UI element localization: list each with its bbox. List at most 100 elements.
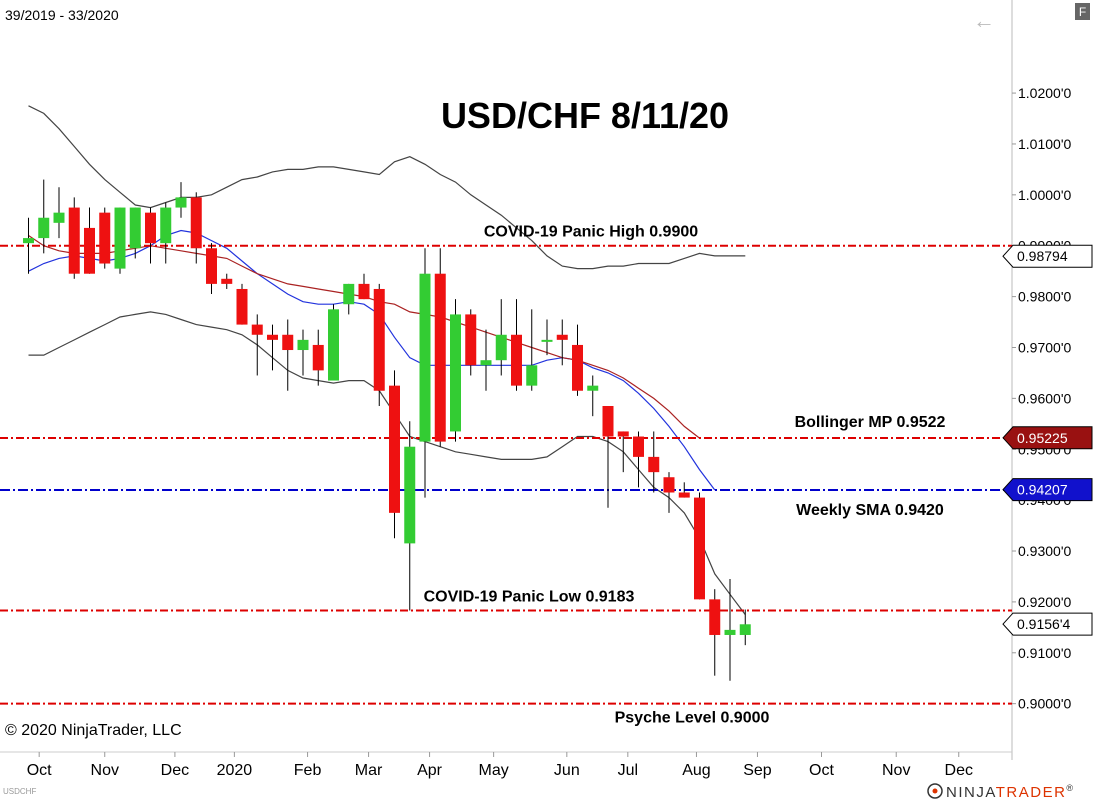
price-tag-box bbox=[1002, 244, 1093, 268]
chart-title: USD/CHF 8/11/20 bbox=[441, 95, 729, 136]
f-button-bg bbox=[1075, 3, 1090, 20]
time-tick-label: Nov bbox=[882, 762, 910, 779]
candle-body bbox=[434, 273, 446, 442]
candle-body bbox=[206, 248, 217, 284]
back-arrow-icon[interactable]: ← bbox=[973, 8, 995, 33]
candlesticks bbox=[23, 179, 751, 681]
candle-body bbox=[221, 278, 233, 284]
price-tick-label: 0.9600'0 bbox=[1018, 390, 1071, 406]
candle-body bbox=[251, 324, 263, 335]
price-tag-label: 0.98794 bbox=[1017, 248, 1068, 264]
brand-suffix: TRADER bbox=[996, 784, 1067, 801]
level-label: COVID-19 Panic Low 0.9183 bbox=[424, 589, 635, 606]
time-tick-label: May bbox=[479, 762, 509, 779]
brand-prefix: NINJA bbox=[946, 784, 996, 801]
candle-body bbox=[739, 624, 751, 635]
time-tick-label: Feb bbox=[294, 762, 322, 779]
candle-body bbox=[663, 477, 675, 493]
candle-body bbox=[267, 334, 278, 340]
price-tag-box bbox=[1002, 612, 1093, 636]
candle-body bbox=[648, 456, 660, 473]
date-range-label: 39/2019 - 33/2020 bbox=[5, 7, 119, 23]
time-tick-label: 2020 bbox=[217, 762, 253, 779]
f-button[interactable]: F bbox=[1075, 3, 1090, 20]
time-tick-label: Nov bbox=[91, 762, 119, 779]
candle-body bbox=[99, 212, 111, 264]
ninjatrader-logo: NINJATRADER® bbox=[927, 783, 1074, 801]
bollinger-band-line bbox=[28, 105, 746, 270]
candle-body bbox=[572, 344, 583, 391]
price-tick-label: 1.0000'0 bbox=[1018, 187, 1071, 203]
candle-body bbox=[23, 238, 34, 244]
candle-body bbox=[541, 339, 553, 342]
bollinger-bands bbox=[28, 105, 746, 615]
price-tick-label: 0.9800'0 bbox=[1018, 289, 1071, 305]
price-tick-label: 1.0100'0 bbox=[1018, 136, 1071, 152]
candle-body bbox=[84, 227, 95, 274]
candle-body bbox=[694, 497, 705, 600]
price-tick-label: 1.0200'0 bbox=[1018, 85, 1071, 101]
candle-body bbox=[68, 207, 80, 274]
candle-body bbox=[404, 446, 416, 544]
candle-body bbox=[480, 360, 492, 366]
price-tag-box bbox=[1002, 426, 1093, 450]
level-labels: COVID-19 Panic High 0.9900 Bollinger MP 0… bbox=[424, 224, 946, 727]
price-tick-label: 0.9000'0 bbox=[1018, 696, 1071, 712]
price-tags: 0.98794 0.95225 0.94207 0.9156'4 bbox=[1002, 244, 1093, 636]
time-tick-label: Jul bbox=[618, 762, 638, 779]
time-tick-label: Dec bbox=[161, 762, 189, 779]
candle-body bbox=[465, 314, 477, 366]
candle-body bbox=[389, 385, 400, 513]
level-label: COVID-19 Panic High 0.9900 bbox=[484, 224, 698, 241]
level-label: Weekly SMA 0.9420 bbox=[796, 502, 944, 519]
price-tick-label: 0.9100'0 bbox=[1018, 645, 1071, 661]
candle-body bbox=[175, 197, 187, 208]
time-axis[interactable]: Oct Nov Dec 2020 Feb Mar Apr May Jun Jul Aug Sep Oct… bbox=[27, 752, 973, 779]
price-tag-label: 0.95225 bbox=[1017, 430, 1068, 446]
time-tick-label: Jun bbox=[554, 762, 580, 779]
candle-body bbox=[114, 207, 126, 269]
candle-body bbox=[236, 288, 248, 325]
candle-body bbox=[373, 288, 385, 391]
level-label: Bollinger MP 0.9522 bbox=[795, 414, 946, 431]
candle-body bbox=[724, 629, 736, 635]
candle-body bbox=[129, 207, 141, 249]
candle-body bbox=[419, 273, 431, 442]
candle-body bbox=[587, 385, 599, 391]
candle-body bbox=[450, 314, 461, 432]
candle-body bbox=[328, 309, 339, 381]
candle-body bbox=[38, 217, 50, 239]
time-tick-label: Oct bbox=[809, 762, 834, 779]
candle-body bbox=[145, 212, 156, 244]
brand-mark: ® bbox=[1066, 783, 1074, 793]
time-tick-label: Sep bbox=[743, 762, 772, 779]
candle-body bbox=[602, 406, 614, 437]
bollinger-band-line bbox=[28, 311, 746, 615]
ninjatrader-logo-icon bbox=[927, 783, 943, 799]
candle-body bbox=[495, 334, 507, 361]
candle-body bbox=[282, 334, 294, 351]
price-tag-box bbox=[1002, 478, 1093, 502]
price-tag-label: 0.94207 bbox=[1017, 482, 1068, 498]
candle-body bbox=[297, 339, 309, 351]
candle-body bbox=[678, 492, 690, 498]
time-tick-label: Mar bbox=[355, 762, 383, 779]
price-tick-label: 0.9700'0 bbox=[1018, 339, 1071, 355]
time-tick-label: Aug bbox=[682, 762, 710, 779]
candle-body bbox=[633, 436, 644, 457]
price-tag-label: 0.9156'4 bbox=[1017, 616, 1070, 632]
candle-body bbox=[556, 334, 568, 340]
copyright-text: © 2020 NinjaTrader, LLC bbox=[5, 722, 182, 739]
level-label: Psyche Level 0.9000 bbox=[615, 710, 770, 727]
candle-body bbox=[511, 334, 522, 386]
time-tick-label: Apr bbox=[417, 762, 443, 779]
candle-body bbox=[343, 283, 355, 305]
candle-body bbox=[160, 207, 172, 244]
candle-body bbox=[190, 197, 202, 249]
candle-body bbox=[312, 344, 324, 371]
candle-body bbox=[526, 365, 538, 386]
time-tick-label: Oct bbox=[27, 762, 52, 779]
